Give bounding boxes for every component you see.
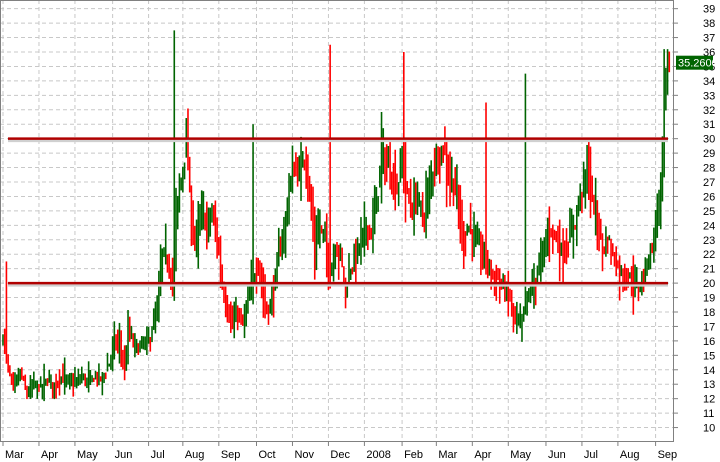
- x-axis: Mar Apr May Jun Jul Aug Sep Oct Nov Dec 2008 Feb Mar…: [2, 442, 678, 461]
- x-tick-label: Aug: [185, 449, 205, 461]
- x-tick-label: Dec: [330, 449, 350, 461]
- y-tick-label: 25: [703, 206, 715, 218]
- grid: [0, 0, 674, 442]
- x-tick-label: Mar: [5, 449, 24, 461]
- y-tick-label: 34: [703, 76, 715, 88]
- y-tick-label: 33: [703, 90, 715, 102]
- x-tick-label: Feb: [404, 449, 423, 461]
- y-tick-label: 15: [703, 350, 715, 362]
- y-tick-label: 32: [703, 105, 715, 117]
- x-tick-label: Jul: [151, 449, 165, 461]
- x-tick-label: Oct: [258, 449, 275, 461]
- price-bars: [2, 30, 671, 402]
- plot-frame: [0, 0, 674, 442]
- y-tick-label: 29: [703, 148, 715, 160]
- y-tick-label: 22: [703, 249, 715, 261]
- y-tick-label: 28: [703, 163, 715, 175]
- y-tick-label: 24: [703, 220, 715, 232]
- y-tick-label: 18: [703, 307, 715, 319]
- x-tick-label: May: [510, 449, 531, 461]
- y-tick-label: 21: [703, 264, 715, 276]
- y-tick-label: 38: [703, 18, 715, 30]
- reference-lines: [8, 137, 668, 287]
- x-tick-label: Aug: [620, 449, 640, 461]
- y-tick-label: 31: [703, 119, 715, 131]
- x-tick-label: Jun: [115, 449, 133, 461]
- y-tick-label: 12: [703, 394, 715, 406]
- y-tick-label: 39: [703, 4, 715, 16]
- x-tick-label: May: [77, 449, 98, 461]
- y-tick-label: 14: [703, 365, 715, 377]
- x-tick-label: Sep: [221, 449, 241, 461]
- x-tick-label: Mar: [438, 449, 457, 461]
- x-tick-label: Apr: [474, 449, 491, 461]
- last-price-label: 35.2600: [678, 58, 718, 70]
- y-tick-label: 20: [703, 278, 715, 290]
- last-price-tag: 35.2600: [676, 55, 718, 70]
- x-tick-label: Jul: [584, 449, 598, 461]
- y-tick-label: 11: [703, 408, 714, 420]
- y-tick-label: 23: [703, 235, 715, 247]
- y-tick-label: 13: [703, 379, 715, 391]
- y-tick-label: 37: [703, 33, 715, 45]
- last-price-box: [676, 55, 713, 70]
- y-tick-label: 10: [703, 423, 715, 435]
- y-tick-label: 26: [703, 191, 715, 203]
- y-tick-label: 30: [703, 134, 715, 146]
- x-tick-label: Jun: [548, 449, 566, 461]
- x-tick-label: Sep: [658, 449, 678, 461]
- y-tick-label: 27: [703, 177, 715, 189]
- x-tick-label: Nov: [294, 449, 314, 461]
- y-tick-label: 16: [703, 336, 715, 348]
- y-tick-label: 19: [703, 293, 715, 305]
- x-tick-label: 2008: [366, 449, 390, 461]
- y-tick-label: 17: [703, 321, 715, 333]
- x-tick-label: Apr: [41, 449, 58, 461]
